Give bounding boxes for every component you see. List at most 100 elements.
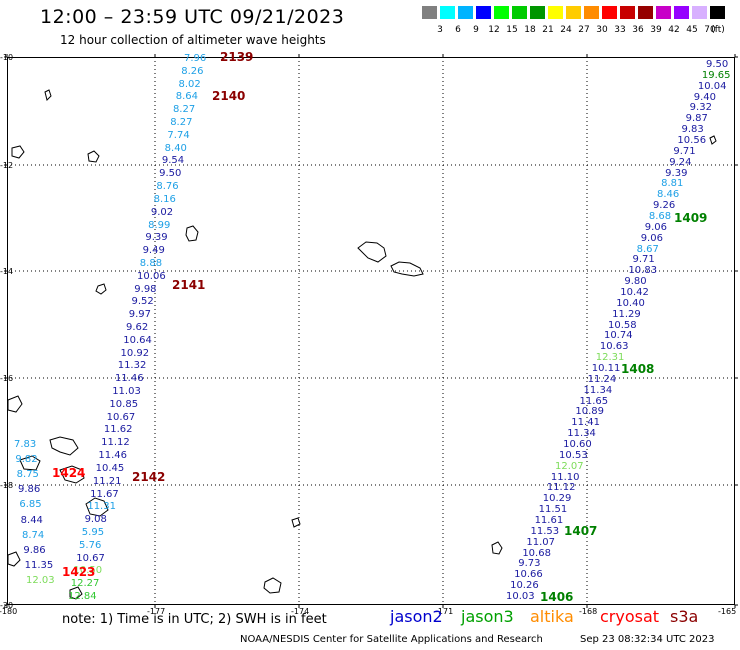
legend-satellite-jason2: jason2 — [390, 607, 443, 626]
fiji-island — [85, 497, 109, 517]
color-scale-swatch — [584, 6, 599, 19]
wave-height-label: 10.89 — [575, 406, 605, 418]
color-scale-swatch — [548, 6, 563, 19]
wave-height-label: 11.21 — [92, 475, 122, 487]
wave-height-label: 11.03 — [112, 386, 141, 398]
wave-height-label: 10.68 — [522, 547, 551, 559]
wave-height-label: 9.73 — [518, 558, 541, 570]
longitude-tick-label: -165 — [718, 607, 737, 616]
latitude-tick-label: -10 — [0, 53, 14, 62]
wave-height-label: 11.10 — [550, 471, 580, 483]
wave-height-label: 9.54 — [161, 155, 185, 167]
fiji-island — [49, 436, 79, 456]
wave-height-label: 9.26 — [652, 200, 676, 212]
wave-height-label: 8.99 — [148, 219, 171, 231]
color-scale-label: 39 — [650, 25, 662, 35]
color-scale-label: 9 — [473, 25, 479, 35]
pass-time-label: 1407 — [564, 524, 598, 538]
wave-height-label: 10.04 — [697, 80, 727, 92]
wave-height-label: 10.60 — [563, 439, 592, 450]
color-scale-swatch — [656, 6, 671, 19]
pass-time-label: 2141 — [172, 278, 206, 292]
wave-height-label: 10.63 — [599, 341, 629, 353]
wave-height-label: 8.68 — [648, 211, 672, 222]
wave-height-label: 8.16 — [153, 193, 176, 205]
wave-height-label: 8.88 — [139, 257, 163, 269]
color-scale-label: 27 — [578, 25, 590, 35]
wave-height-label: 12.07 — [554, 460, 584, 472]
wave-height-label: 9.32 — [689, 102, 712, 114]
color-scale-label: 45 — [686, 25, 698, 35]
wave-height-label: 10.53 — [559, 449, 588, 461]
wave-height-label: 10.29 — [542, 493, 572, 505]
wave-height-label: 9.62 — [126, 322, 149, 333]
wave-height-label: 10.42 — [620, 287, 649, 298]
wave-height-label: 10.67 — [76, 552, 105, 564]
wave-height-label: 8.74 — [22, 529, 45, 541]
wave-height-label: 10.74 — [603, 330, 633, 342]
color-scale-swatch — [674, 6, 689, 19]
color-scale-label: 70 — [704, 25, 716, 35]
color-scale-label: 42 — [668, 25, 680, 35]
latitude-tick-label: -16 — [0, 374, 14, 383]
wave-height-label: 11.32 — [117, 360, 147, 372]
wave-height-label: 8.26 — [181, 65, 204, 77]
wave-height-label: 9.82 — [15, 454, 38, 466]
wave-height-label: 8.64 — [175, 91, 198, 103]
longitude-tick-label: -168 — [579, 607, 598, 616]
island-outline — [7, 395, 23, 413]
wave-height-label: 11.46 — [98, 450, 128, 462]
wave-height-label: 9.86 — [23, 544, 46, 556]
wave-height-label: 8.81 — [661, 178, 684, 190]
longitude-tick-label: -174 — [291, 607, 310, 616]
wave-height-label: 6.85 — [19, 499, 42, 511]
color-scale-swatch — [530, 6, 545, 19]
legend-satellite-cryosat: cryosat — [600, 607, 660, 626]
wave-height-label: 19.65 — [701, 69, 731, 81]
wave-height-label: 10.67 — [106, 411, 136, 423]
wave-height-label: 11.67 — [90, 488, 119, 500]
color-scale-swatch — [476, 6, 491, 19]
color-scale-swatch — [602, 6, 617, 19]
pass-time-label: 1409 — [674, 211, 708, 225]
wave-height-label: 10.64 — [123, 334, 152, 346]
island-outline — [291, 517, 301, 528]
wave-height-label: 11.12 — [546, 482, 576, 494]
wave-height-label: 10.45 — [95, 462, 125, 474]
wave-height-label: 10.85 — [109, 398, 139, 410]
island-outline — [7, 551, 21, 567]
wave-height-label: 11.24 — [587, 373, 617, 385]
wave-height-label: 12.03 — [26, 575, 55, 586]
color-scale-swatch — [710, 6, 725, 19]
color-scale-label: 30 — [596, 25, 608, 35]
color-scale-label: 36 — [632, 25, 644, 35]
wave-height-label: 10.58 — [608, 319, 637, 331]
samoa-savaii-island — [390, 261, 424, 277]
wave-height-label: 10.83 — [628, 265, 658, 277]
wave-height-label: 11.46 — [114, 373, 144, 385]
island-outline — [11, 145, 25, 159]
color-scale-label: 15 — [506, 25, 518, 35]
pass-time-label: 1406 — [540, 590, 574, 604]
map-title: 12:00 – 23:59 UTC 09/21/2023 — [40, 6, 345, 28]
wave-height-label: 8.27 — [170, 117, 193, 129]
wave-height-label: 11.61 — [534, 515, 564, 526]
wave-height-label: 7.83 — [14, 439, 37, 450]
island-outline — [95, 283, 107, 295]
legend-satellite-s3a: s3a — [670, 607, 699, 626]
wave-height-label: 11.35 — [24, 559, 54, 571]
wave-height-label: 11.41 — [571, 417, 600, 429]
color-scale-swatch — [494, 6, 509, 19]
wave-height-label: 9.52 — [131, 296, 154, 308]
wave-height-label: 9.06 — [644, 221, 668, 233]
wave-height-label: 9.87 — [685, 113, 708, 125]
wave-height-label: 11.12 — [101, 437, 130, 449]
pass-time-label: 2140 — [212, 89, 246, 103]
wave-height-label: 10.03 — [506, 591, 535, 602]
wave-height-label: 11.07 — [526, 536, 556, 548]
map-frame — [7, 57, 735, 605]
wave-height-label: 9.49 — [142, 245, 165, 257]
wave-height-label: 9.08 — [84, 514, 107, 526]
wave-height-label: 9.98 — [134, 283, 157, 295]
color-scale-swatch — [458, 6, 473, 19]
